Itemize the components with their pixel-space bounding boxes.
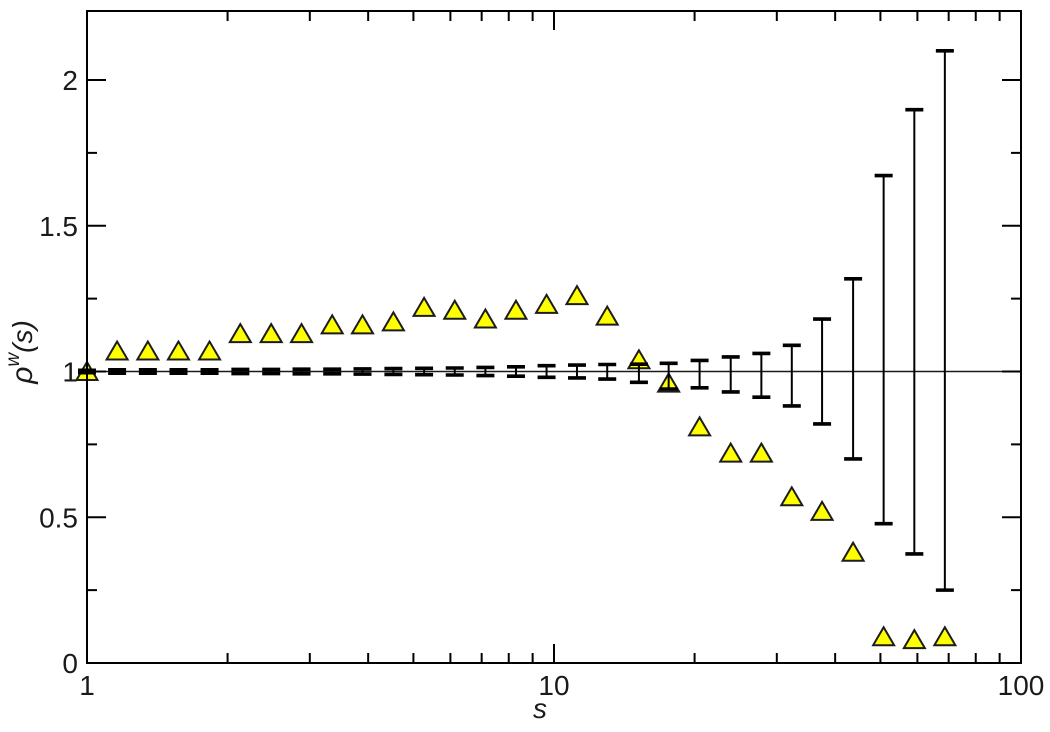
error-bar: [598, 362, 617, 381]
x-tick-label: 100: [998, 670, 1045, 701]
triangle-marker: [104, 339, 130, 361]
error-bar: [537, 363, 556, 380]
x-tick-label: 10: [538, 670, 569, 701]
triangle-marker: [871, 625, 896, 647]
triangle-marker: [228, 322, 253, 344]
error-bar: [262, 367, 281, 376]
triangle-marker: [749, 441, 774, 463]
triangle-marker: [503, 298, 529, 320]
error-bar: [200, 367, 219, 376]
error-bar: [445, 366, 464, 377]
triangle-marker: [718, 441, 743, 463]
error-bar: [323, 367, 342, 376]
triangle-marker: [687, 415, 712, 437]
error-bar: [659, 361, 678, 391]
error-bar: [629, 362, 648, 385]
error-bar: [874, 173, 893, 526]
error-bar: [292, 367, 311, 376]
error-bar: [752, 351, 771, 399]
triangle-marker: [594, 304, 620, 326]
x-axis-label: s: [533, 693, 547, 724]
triangle-marker: [258, 322, 284, 344]
error-bar: [108, 367, 127, 376]
y-tick-label: 2: [62, 65, 78, 96]
y-tick-label: 0.5: [39, 502, 78, 533]
y-tick-label: 0: [62, 648, 78, 679]
y-axis-label: ρw(s): [3, 320, 39, 385]
triangle-marker: [932, 625, 958, 647]
error-bar: [813, 317, 832, 426]
error-bar: [905, 107, 924, 556]
error-bar: [506, 365, 525, 378]
triangle-marker: [166, 339, 191, 361]
error-bar: [567, 363, 586, 380]
triangle-marker: [319, 313, 345, 335]
y-tick-label: 1.5: [39, 211, 78, 242]
triangle-marker: [350, 313, 375, 335]
error-bar: [353, 367, 372, 376]
triangle-marker: [442, 298, 467, 320]
axes: 1 10 100 0 0.5 1 1.5 2: [39, 10, 1045, 701]
triangle-marker: [840, 540, 866, 562]
triangle-marker: [381, 310, 406, 332]
error-bar: [384, 366, 403, 377]
error-bar: [782, 343, 801, 408]
triangle-marker: [197, 339, 222, 361]
error-bar: [415, 366, 434, 377]
triangle-marker: [135, 339, 161, 361]
error-bar: [231, 367, 250, 376]
triangle-marker: [411, 295, 437, 317]
triangle-marker: [473, 307, 498, 329]
triangle-marker: [809, 499, 835, 521]
triangle-marker: [564, 284, 590, 306]
triangle-marker: [534, 292, 559, 314]
y-axis-label-text: ρw(s): [3, 320, 39, 385]
plot-frame: [86, 10, 1022, 664]
triangle-marker: [902, 628, 927, 650]
error-bar: [690, 358, 709, 390]
y-tick-label: 1: [62, 357, 78, 388]
error-bar: [844, 277, 863, 461]
x-tick-label: 1: [79, 670, 95, 701]
error-bar: [935, 49, 954, 592]
error-bar: [138, 367, 157, 376]
triangle-marker: [779, 485, 805, 507]
triangle-marker: [289, 322, 314, 344]
error-bar: [721, 355, 740, 394]
plot-marks: [74, 49, 1021, 650]
error-bar: [169, 367, 188, 376]
error-bar: [476, 365, 495, 378]
